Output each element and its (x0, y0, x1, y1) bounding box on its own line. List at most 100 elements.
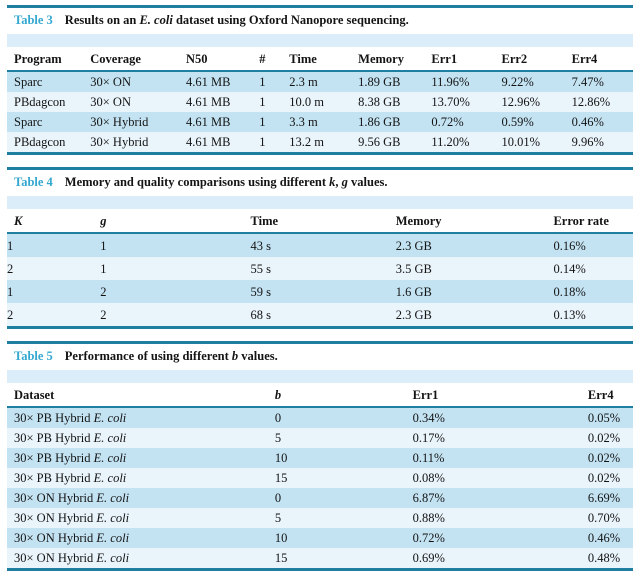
table-cell: 30× ON Hybrid E. coli (7, 528, 275, 548)
table-cell: 1.86 GB (358, 112, 431, 132)
table-cell: 3.5 GB (396, 257, 554, 280)
column-header: b (274, 383, 413, 409)
table-cell: 0.46% (588, 528, 633, 548)
table-row: 30× ON Hybrid E. coli 15 0.69% 0.48% (7, 548, 633, 569)
italic-text-segment: E. coli (96, 491, 130, 506)
table-cell: 2 (100, 303, 250, 326)
text-segment: 0.02% (587, 451, 621, 466)
table5-caption: Table 5 Performance of using different b … (7, 343, 633, 371)
table-cell: PBdagcon (7, 132, 90, 152)
table-row: 2 2 68 s 2.3 GB 0.13% (7, 303, 633, 327)
text-segment: 0.08% (412, 471, 445, 486)
table3-header: Program Coverage N50 # Time Memory Err1 Err2 Err… (7, 47, 633, 73)
italic-text-segment: E. coli (93, 451, 127, 466)
text-segment: 1 (259, 95, 266, 110)
text-segment: Sparc (14, 75, 43, 90)
table-cell: 0.46% (572, 112, 633, 132)
text-segment: 30× ON Hybrid (14, 491, 97, 506)
table-cell: 30× ON Hybrid E. coli (7, 488, 275, 508)
table-cell: 15 (275, 548, 413, 568)
table-row: 30× ON Hybrid E. coli 10 0.72% 0.46% (7, 528, 633, 549)
text-segment: 59 s (250, 284, 272, 299)
column-header: Memory (358, 47, 432, 73)
text-segment: 2 (7, 307, 14, 322)
table3-bottom-rule (7, 152, 633, 155)
text-segment: 4.61 MB (186, 95, 231, 110)
table-cell: 8.38 GB (358, 92, 431, 112)
text-segment: 1.89 GB (358, 75, 401, 90)
table-cell: 4.61 MB (186, 132, 259, 152)
table-cell: 0.14% (553, 257, 633, 280)
text-segment: 4.61 MB (186, 115, 231, 130)
text-segment: 9.96% (571, 135, 604, 150)
text-segment: 30× PB Hybrid (14, 431, 94, 446)
text-segment: 0 (274, 491, 282, 506)
text-segment: 10 (274, 531, 288, 546)
text-segment: Performance of using different (64, 348, 232, 363)
table-cell: 15 (275, 468, 413, 488)
table-row: Sparc 30× Hybrid 4.61 MB 1 3.3 m 1.86 GB 0.72%… (7, 112, 633, 133)
table-cell: 6.87% (413, 488, 588, 508)
column-header: Memory (395, 209, 554, 235)
text-segment: 10 (274, 451, 288, 466)
text-segment: 0.70% (587, 511, 621, 526)
text-segment: 2.3 GB (395, 307, 432, 322)
table-cell: 13.70% (431, 92, 501, 112)
text-segment: 13.2 m (289, 135, 325, 150)
text-segment: 5 (274, 511, 282, 526)
table-cell: 59 s (251, 280, 396, 303)
table-cell: 30× ON Hybrid E. coli (7, 508, 275, 528)
column-header: Program (7, 47, 91, 73)
text-segment: values. (238, 348, 278, 363)
column-header: Err4 (571, 47, 633, 73)
table-row: 30× PB Hybrid E. coli 15 0.08% 0.02% (7, 468, 633, 489)
table3-caption: Table 3 Results on an E. coli dataset usi… (7, 8, 633, 35)
text-segment: 8.38 GB (358, 95, 401, 110)
table-cell: 55 s (251, 257, 396, 280)
table-cell: 30× Hybrid (90, 132, 186, 152)
text-segment: 0.34% (412, 411, 445, 426)
table4-bottom-rule (7, 326, 633, 329)
table3-section: Table 3 Results on an E. coli dataset usi… (7, 5, 633, 155)
table-cell: 0.34% (413, 407, 588, 428)
table-cell: 9.56 GB (358, 132, 431, 152)
text-segment: 1 (259, 75, 266, 90)
table-row: 30× PB Hybrid E. coli 5 0.17% 0.02% (7, 428, 633, 449)
text-segment: 1 (7, 284, 14, 299)
table-cell: 10.0 m (289, 92, 358, 112)
table-cell: 43 s (251, 233, 396, 257)
table-row: 30× ON Hybrid E. coli 0 6.87% 6.69% (7, 488, 633, 509)
table-cell: 68 s (251, 303, 396, 326)
table5-label: Table 5 (14, 348, 53, 363)
table-cell: 5 (275, 428, 413, 448)
text-segment: PBdagcon (14, 135, 66, 150)
column-header: N50 (186, 47, 260, 73)
table-cell: 0.02% (588, 428, 633, 448)
table-cell: 0 (275, 488, 413, 508)
text-segment: 0.46% (571, 115, 604, 130)
text-segment: 1 (100, 238, 107, 253)
table3-top-rule (7, 5, 633, 8)
text-segment: 68 s (250, 307, 272, 322)
text-segment: 2 (100, 284, 107, 299)
table-cell: 30× PB Hybrid E. coli (7, 407, 275, 428)
table-cell: 30× PB Hybrid E. coli (7, 468, 275, 488)
text-segment: 9.56 GB (358, 135, 401, 150)
text-segment: 1.6 GB (395, 284, 432, 299)
table-cell: 0 (275, 407, 413, 428)
text-segment: 2.3 m (289, 75, 318, 90)
table-cell: 2 (7, 303, 100, 326)
italic-text-segment: E. coli (93, 471, 127, 486)
text-segment: 5 (274, 431, 282, 446)
column-header: Time (289, 47, 359, 73)
italic-text-segment: g (341, 174, 348, 189)
table-cell: 4.61 MB (186, 71, 259, 92)
table-cell: 30× ON (90, 71, 186, 92)
table-cell: 4.61 MB (186, 92, 259, 112)
table-row: 1 1 43 s 2.3 GB 0.16% (7, 233, 633, 258)
table-cell: 2.3 GB (396, 233, 554, 257)
text-segment: 0.13% (553, 307, 586, 322)
table-cell: 1 (7, 280, 100, 303)
column-header: Err4 (587, 383, 633, 409)
